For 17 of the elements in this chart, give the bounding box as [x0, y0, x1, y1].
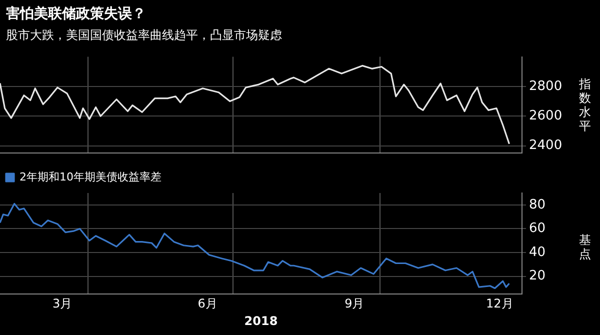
y-axis-title: 指数水平	[579, 77, 591, 133]
chart-title: 害怕美联储政策失误？	[6, 4, 147, 24]
x-tick-label: 3月	[52, 296, 72, 311]
x-tick-label: 9月	[344, 296, 364, 311]
y-tick-label: 2400	[529, 138, 562, 154]
x-tick-label: 6月	[198, 296, 218, 311]
x-axis-title: 2018	[244, 314, 278, 328]
y-tick-label: 2600	[529, 108, 562, 124]
chart-subtitle: 股市大跌，美国国债收益率曲线趋平，凸显市场疑虑	[6, 27, 283, 44]
y-tick-label: 2800	[529, 78, 562, 94]
y-tick-label: 20	[529, 268, 546, 284]
legend-label: 2年期和10年期美债收益率差	[20, 170, 162, 184]
y-tick-label: 40	[529, 244, 546, 260]
y-axis-title: 基点	[579, 232, 591, 260]
y-tick-label: 80	[529, 197, 546, 212]
x-tick-label: 12月	[486, 296, 514, 311]
y-tick-label: 60	[529, 221, 546, 236]
